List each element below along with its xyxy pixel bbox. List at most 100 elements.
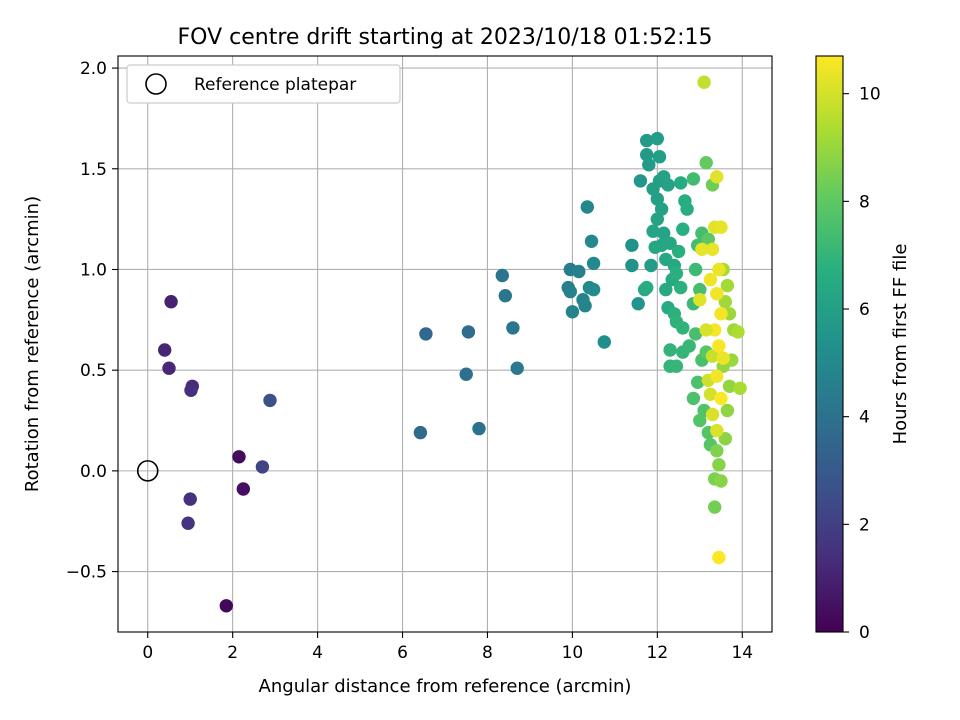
y-tick-label: 1.0 [80,260,107,280]
x-axis-label: Angular distance from reference (arcmin) [259,676,632,697]
reference-point-marker [136,460,159,482]
legend: Reference platepar [126,64,401,104]
data-point [714,307,728,321]
data-point [648,240,662,254]
data-point [597,335,611,349]
colorbar-tick-label: 4 [859,408,870,428]
y-tick-label: 2.0 [80,59,107,79]
data-point [181,516,195,530]
y-tick-label: 1.5 [80,160,107,180]
x-tick-label: 2 [227,643,238,663]
data-point [563,284,577,299]
data-points [158,75,747,613]
data-point [703,387,718,401]
data-point [712,458,726,472]
data-point [691,375,705,389]
x-tick-label: 4 [312,643,323,663]
data-point [419,327,433,341]
data-point [712,339,726,353]
data-point [680,202,694,216]
data-point [688,327,703,341]
data-point [654,202,669,216]
data-point [718,432,732,446]
data-point [705,242,720,256]
data-point [650,131,664,146]
data-point [642,158,656,172]
data-point [705,407,720,422]
data-point [586,256,601,271]
data-point [676,321,690,335]
data-point [659,282,673,297]
data-point [718,295,732,309]
data-point [701,232,715,246]
data-point [708,500,722,514]
data-point [498,289,512,303]
legend-reference-marker [145,73,167,95]
colorbar-tick-label: 6 [859,300,870,320]
data-point [710,287,724,301]
data-point [263,393,277,408]
data-point [158,343,172,357]
data-point [712,550,726,565]
colorbar-tick-label: 2 [859,515,870,535]
data-point [652,150,667,164]
data-point [183,492,197,506]
y-axis-ticks: −0.5 0.0 0.5 1.0 1.5 2.0 [66,59,118,583]
data-point [674,280,688,295]
data-point [413,425,428,440]
data-point [472,421,486,436]
y-tick-label: −0.5 [66,563,107,583]
data-point [663,343,677,357]
data-point [232,450,246,464]
legend-box [126,64,401,104]
chart-title: FOV centre drift starting at 2023/10/18 … [178,25,713,50]
data-point [676,222,690,236]
data-point [714,391,728,406]
data-point [733,381,747,395]
data-point [669,359,684,373]
data-point [650,192,664,206]
data-point [714,474,728,488]
data-point [625,258,639,273]
data-point [714,220,728,234]
data-point [693,293,707,307]
legend-entry-label: Reference platepar [194,75,356,95]
data-point [572,264,586,279]
data-point [495,268,509,283]
data-point [703,272,718,287]
data-point [650,212,664,226]
data-point [669,266,684,281]
data-point [686,391,701,406]
data-point [699,323,713,337]
colorbar-tick-label: 10 [859,85,881,105]
data-point [565,305,580,319]
data-point [640,280,654,295]
data-point [578,299,592,313]
y-tick-label: 0.0 [80,462,107,482]
x-tick-label: 10 [562,643,584,663]
plot-frame [117,55,773,633]
data-point [640,133,654,148]
data-point [693,413,707,428]
data-point [646,224,660,238]
data-point [712,262,726,277]
x-tick-label: 14 [731,643,753,663]
data-point [657,226,671,240]
data-point [661,178,675,192]
data-point [255,460,270,474]
data-point [674,176,688,190]
data-point [688,262,703,277]
data-point [644,258,658,273]
data-point [584,234,599,248]
data-point [682,339,696,353]
y-tick-label: 0.5 [80,361,107,381]
x-tick-label: 6 [397,643,408,663]
data-point [580,200,594,214]
grid [118,56,772,632]
data-point [459,367,473,381]
data-point [184,383,198,397]
data-point [710,423,724,438]
data-point [697,75,711,89]
colorbar [815,55,844,633]
